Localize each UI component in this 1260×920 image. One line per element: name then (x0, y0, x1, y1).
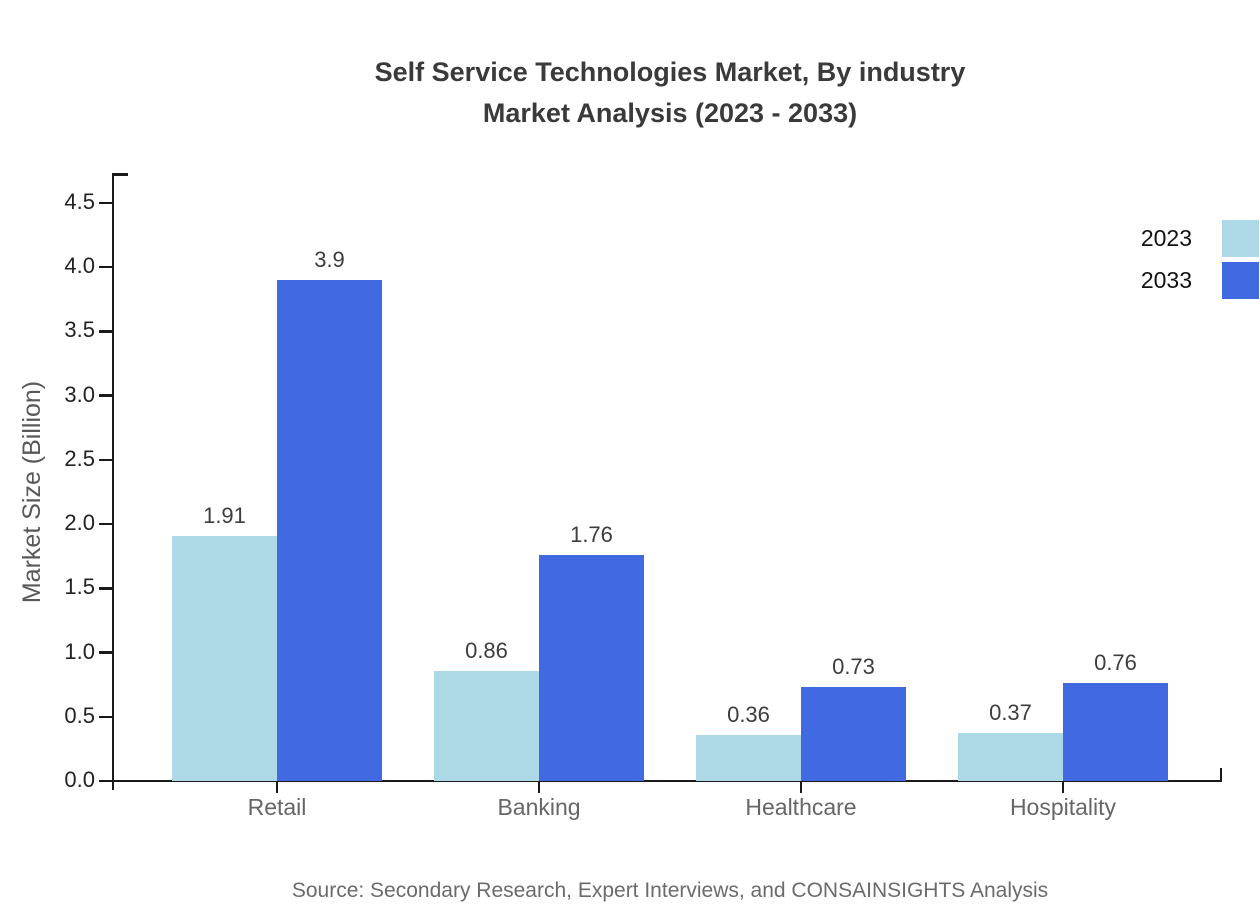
x-tick-mark (799, 782, 803, 793)
bar-2033-banking (539, 554, 644, 781)
source-note: Source: Secondary Research, Expert Inter… (291, 879, 1049, 902)
bar-value-label: 1.91 (203, 502, 246, 528)
y-tick-mark (99, 651, 112, 654)
bar-2033-hospitality (1063, 683, 1168, 781)
chart-title: Self Service Technologies Market, By ind… (80, 52, 1260, 134)
y-tick-label: 2.0 (64, 510, 95, 536)
bar-2023-healthcare (696, 734, 801, 781)
legend-swatch-2033 (1222, 262, 1259, 299)
y-tick-label: 4.0 (64, 253, 95, 279)
y-tick-label: 0.0 (64, 767, 95, 792)
y-tick-mark (99, 522, 112, 526)
y-axis-line (111, 173, 114, 790)
x-axis-category-label: Healthcare (745, 794, 857, 820)
legend-swatch-2023 (1222, 220, 1259, 257)
x-axis-category-label: Banking (497, 794, 581, 820)
x-axis-right-cap (1219, 768, 1222, 782)
y-tick-label: 0.5 (64, 702, 95, 728)
legend-label-2033: 2033 (1140, 267, 1192, 293)
y-tick-label: 3.0 (64, 381, 95, 407)
y-tick-mark (99, 330, 112, 333)
y-axis-top-cap (111, 173, 128, 176)
bar-2033-healthcare (801, 687, 906, 781)
y-tick-mark (99, 458, 112, 462)
y-tick-mark (99, 779, 112, 783)
bar-value-label: 3.9 (314, 247, 345, 273)
y-tick-mark (99, 715, 112, 719)
chart-title-line2: Market Analysis (2023 - 2033) (482, 98, 858, 128)
x-tick-mark (1061, 782, 1065, 793)
bar-2023-retail (172, 535, 277, 781)
y-tick-mark (99, 394, 112, 397)
x-axis-line (104, 779, 1222, 782)
y-tick-label: 4.5 (64, 189, 95, 214)
bar-2033-retail (277, 280, 382, 781)
legend-label-2023: 2023 (1140, 225, 1192, 251)
bar-value-label: 0.86 (465, 637, 508, 663)
y-tick-mark (99, 201, 112, 205)
bar-value-label: 0.36 (727, 701, 770, 727)
x-axis-category-label: Hospitality (1009, 794, 1117, 820)
bar-value-label: 0.37 (989, 700, 1032, 726)
bar-2023-hospitality (958, 733, 1063, 781)
x-axis-category-label: Retail (247, 794, 307, 820)
y-tick-mark (99, 265, 112, 269)
y-tick-mark (99, 587, 112, 590)
y-tick-label: 3.5 (64, 317, 95, 343)
x-tick-mark (275, 782, 279, 793)
chart-title-line1: Self Service Technologies Market, By ind… (374, 57, 966, 87)
bar-value-label: 0.76 (1094, 650, 1137, 676)
y-tick-label: 2.5 (64, 445, 95, 471)
bar-2023-banking (434, 670, 539, 781)
bar-value-label: 1.76 (570, 521, 613, 547)
y-tick-label: 1.0 (64, 638, 95, 664)
y-tick-label: 1.5 (64, 574, 95, 600)
x-tick-mark (537, 782, 541, 793)
bar-value-label: 0.73 (832, 654, 875, 680)
